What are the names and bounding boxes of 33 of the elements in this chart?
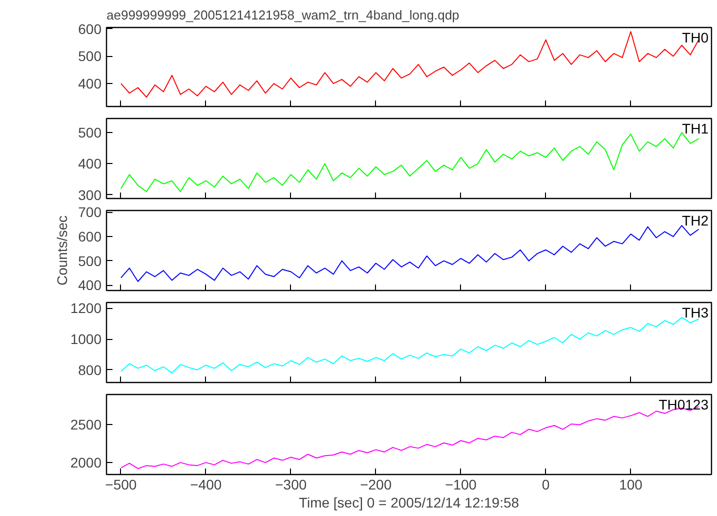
chart-title: ae999999999_20051214121958_wam2_trn_4band_long.qdp	[106, 8, 460, 22]
series-label: TH0123	[658, 396, 709, 412]
y-tick-label: 600	[78, 20, 102, 37]
y-tick-label: 700	[78, 204, 102, 220]
x-tick-label: 100	[619, 476, 643, 492]
line-series	[120, 316, 700, 374]
y-tick-label: 800	[78, 362, 102, 378]
y-tick-label: 400	[78, 277, 102, 294]
series-label: TH2	[682, 212, 709, 228]
y-tick-label: 2500	[70, 416, 102, 433]
y-tick-label: 600	[78, 228, 102, 245]
y-tick-label: 1000	[70, 331, 102, 348]
y-tick-label: 2000	[70, 454, 102, 471]
series-label: TH3	[682, 304, 709, 320]
y-tick-label: 500	[78, 124, 102, 141]
line-series	[120, 132, 700, 192]
x-tick-label: −300	[275, 476, 307, 492]
x-tick-label: −500	[105, 476, 137, 492]
x-axis-title: Time [sec] 0 = 2005/12/14 12:19:58	[298, 494, 520, 510]
x-tick-label: −100	[445, 476, 477, 492]
y-axis-title: Counts/sec	[54, 215, 70, 286]
y-tick-label: 500	[78, 252, 102, 269]
y-tick-label: 500	[78, 48, 102, 64]
x-tick-label: −400	[190, 476, 222, 492]
x-tick-label: −200	[360, 476, 392, 492]
y-tick-label: 400	[78, 76, 102, 92]
line-series	[120, 225, 700, 282]
y-tick-label: 1200	[70, 300, 102, 316]
x-tick-label: 0	[542, 476, 550, 492]
y-tick-label: 400	[78, 156, 102, 172]
series-label: TH1	[682, 120, 709, 136]
series-label: TH0	[682, 30, 709, 46]
y-tick-label: 300	[78, 186, 102, 203]
